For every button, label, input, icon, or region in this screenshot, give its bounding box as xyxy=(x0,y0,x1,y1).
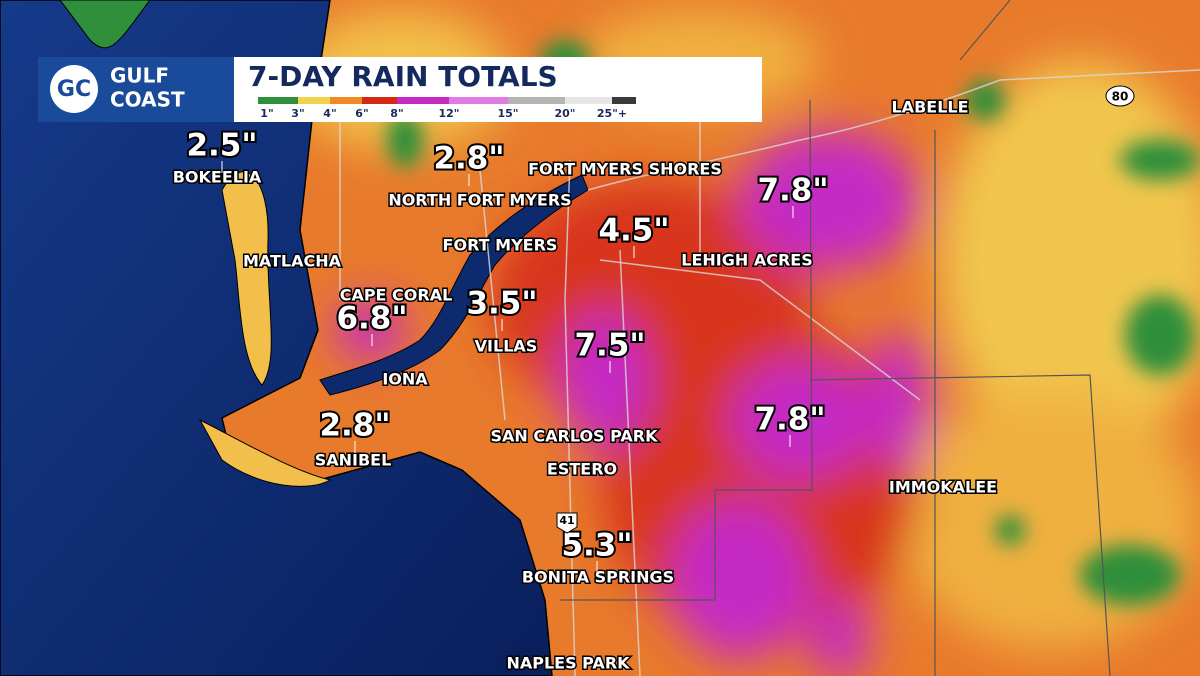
rain-total: 5.3" xyxy=(561,528,632,564)
legend-label: 1" xyxy=(260,107,273,120)
road xyxy=(564,159,576,676)
legend-swatch xyxy=(508,97,565,104)
place-label: ESTERO xyxy=(547,460,617,479)
place-label: BOKEELIA xyxy=(173,168,262,187)
place-label: CAPE CORAL xyxy=(340,286,453,305)
highway-number: 80 xyxy=(1112,90,1129,104)
rain-total: 3.5" xyxy=(466,286,537,322)
caloosahatchee-river xyxy=(319,174,589,396)
county-line xyxy=(560,99,813,601)
title-box xyxy=(234,57,762,122)
legend-label: 4" xyxy=(323,107,336,120)
logo-mark: GC xyxy=(57,77,91,102)
legend-swatch xyxy=(362,97,397,104)
title: 7-DAY RAIN TOTALS xyxy=(248,60,558,93)
legend-swatch xyxy=(330,97,362,104)
legend-label: 25"+ xyxy=(597,107,627,120)
legend-label: 3" xyxy=(291,107,304,120)
place-label: LEHIGH ACRES xyxy=(681,251,812,270)
shield xyxy=(1105,85,1135,107)
rain-total: 7.8" xyxy=(754,402,825,438)
place-label: VILLAS xyxy=(475,337,538,356)
rain-totals: 2.5" 2.8" 7.8" 4.5" 6.8" 3.5" 7.5" 7.8" 2.8" 5.3" xyxy=(184,126,831,573)
highway-80: 80 xyxy=(1105,85,1135,107)
rain-total: 7.5" xyxy=(574,328,645,364)
highway-41: 41 xyxy=(556,512,578,534)
logo-circle xyxy=(50,65,98,113)
legend-label: 15" xyxy=(497,107,518,120)
shield xyxy=(556,512,578,534)
rain-total: 4.5" xyxy=(598,213,669,249)
legend-label: 20" xyxy=(554,107,575,120)
pine-island xyxy=(221,171,272,386)
logo-line1: GULF xyxy=(110,64,169,88)
road xyxy=(619,249,641,676)
river-east xyxy=(587,69,1200,191)
legend: 1" 3" 4" 6" 8" 12" 15" 20" 25"+ xyxy=(258,97,636,120)
logo-line2: COAST xyxy=(110,88,185,112)
place-label: FORT MYERS SHORES xyxy=(528,160,722,179)
rain-total: 2.8" xyxy=(319,408,390,444)
island xyxy=(59,0,151,49)
place-label: NORTH FORT MYERS xyxy=(388,191,571,210)
road xyxy=(479,169,506,421)
rain-total: 7.8" xyxy=(757,173,828,209)
county-line xyxy=(809,374,1111,676)
roads xyxy=(339,100,921,676)
place-label: SAN CARLOS PARK xyxy=(491,427,659,446)
legend-swatch xyxy=(258,97,298,104)
place-label: BONITA SPRINGS xyxy=(522,568,674,587)
place-label: IMMOKALEE xyxy=(889,478,997,497)
header: GC GULF COAST 7-DAY RAIN TOTALS 1" 3" 4" 6"… xyxy=(38,57,762,122)
rain-total: 2.5" xyxy=(186,128,257,164)
legend-swatch xyxy=(298,97,330,104)
legend-swatch xyxy=(565,97,612,104)
green-patches xyxy=(387,40,1200,605)
legend-label: 6" xyxy=(355,107,368,120)
legend-swatch xyxy=(397,97,449,104)
place-label: FORT MYERS xyxy=(443,236,558,255)
legend-swatch xyxy=(612,97,636,104)
place-label: LABELLE xyxy=(891,98,968,117)
road xyxy=(599,259,921,401)
sanibel-island xyxy=(198,418,332,487)
county-lines xyxy=(560,0,1111,676)
legend-label: 12" xyxy=(438,107,459,120)
place-labels: LABELLE BOKEELIA FORT MYERS SHORES NORTH FO… xyxy=(171,96,998,674)
rain-total: 2.8" xyxy=(433,141,504,177)
place-label: IONA xyxy=(382,370,428,389)
legend-label: 8" xyxy=(390,107,403,120)
place-label: MATLACHA xyxy=(243,252,342,271)
rain-total: 6.8" xyxy=(336,301,407,337)
place-label: SANIBEL xyxy=(315,451,392,470)
highway-number: 41 xyxy=(559,514,574,527)
legend-swatch xyxy=(449,97,508,104)
county-line xyxy=(959,0,1011,61)
place-label: NAPLES PARK xyxy=(506,654,630,673)
